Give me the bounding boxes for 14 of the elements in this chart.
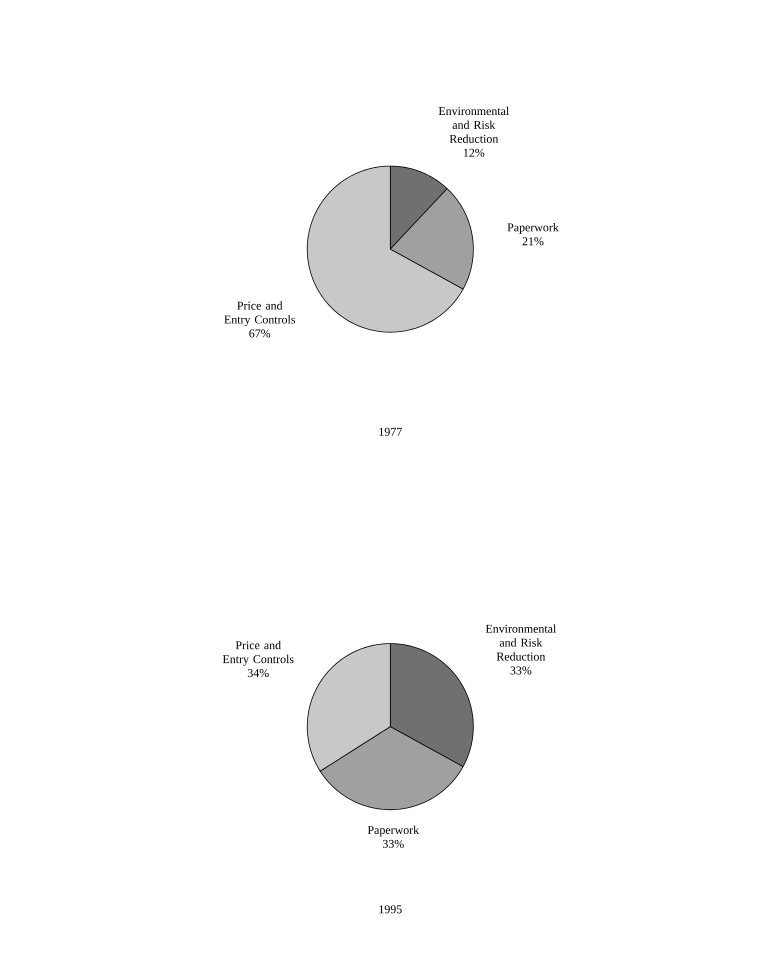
text: 1977 bbox=[380, 428, 402, 436]
slice-label: Price and Entry Controls bbox=[224, 301, 296, 326]
slice-label: Paperwork bbox=[368, 826, 420, 836]
data-label: 33% bbox=[510, 666, 532, 675]
data-label: 34% bbox=[248, 669, 269, 678]
slice-label: Environmental and Risk Reduction bbox=[438, 106, 510, 143]
data-label: 67% bbox=[250, 329, 270, 338]
data-label: 21% bbox=[522, 237, 544, 246]
slice-label: Environmental and Risk Reduction bbox=[486, 624, 556, 661]
slice-label: Paperwork bbox=[508, 223, 560, 234]
data-label: 33% bbox=[383, 840, 404, 848]
slice-label: Price and Entry Controls bbox=[223, 640, 294, 666]
data-label: 12% bbox=[464, 148, 485, 157]
text: 1995 bbox=[380, 905, 402, 914]
